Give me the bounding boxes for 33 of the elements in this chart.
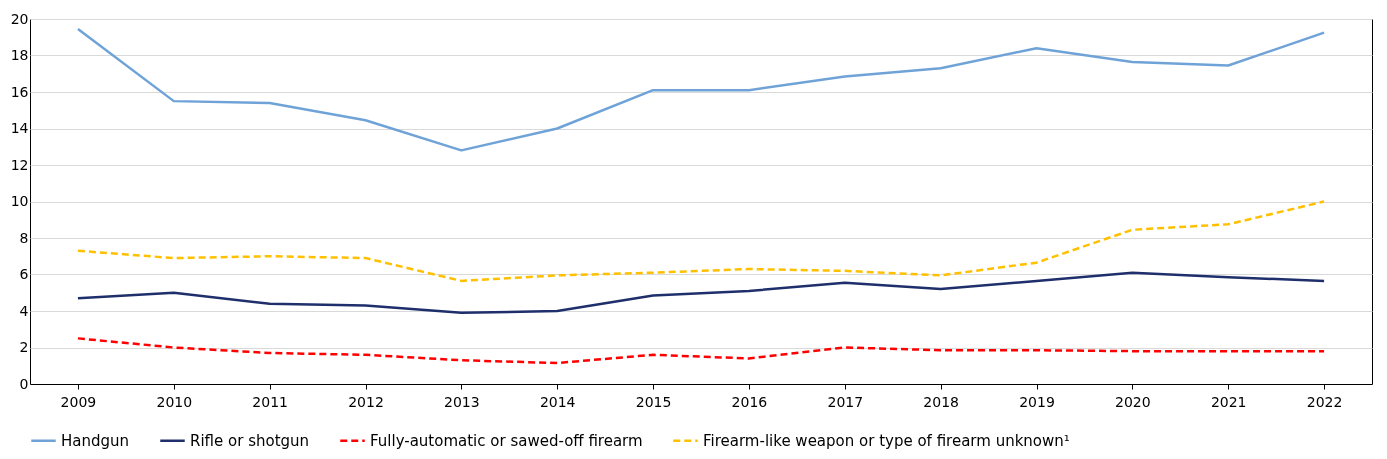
x-tick-label: 2010 — [156, 393, 193, 410]
y-tick-label: 8 — [19, 229, 29, 246]
x-tick-label: 2013 — [444, 393, 480, 410]
legend-label: Rifle or shotgun — [190, 431, 310, 450]
x-tick-label: 2011 — [252, 393, 288, 410]
x-tick-label: 2021 — [1210, 393, 1247, 410]
y-tick-label: 18 — [10, 47, 29, 63]
legend-label: Handgun — [61, 431, 130, 450]
x-tick-label: 2019 — [1019, 393, 1055, 410]
line-series — [76, 27, 1326, 152]
x-tick-label: 2018 — [923, 393, 959, 410]
y-tick-label: 0 — [19, 375, 29, 392]
x-tick-label: 2016 — [731, 393, 768, 410]
legend-label: Firearm-like weapon or type of firearm unknown¹ — [703, 431, 1070, 450]
y-tick-label: 4 — [19, 302, 29, 319]
legend-label: Fully-automatic or sawed-off firearm — [370, 431, 643, 450]
y-tick-label: 20 — [10, 10, 29, 27]
y-tick-label: 14 — [10, 120, 29, 136]
x-tick-label: 2020 — [1115, 393, 1151, 410]
x-tick-label: 2017 — [827, 393, 864, 410]
line-series — [76, 337, 1326, 365]
x-tick-label: 2012 — [348, 393, 384, 410]
y-tick-label: 16 — [10, 83, 29, 100]
y-tick-label: 6 — [19, 266, 29, 282]
y-tick-label: 12 — [10, 156, 29, 173]
x-tick-label: 2022 — [1306, 393, 1343, 410]
x-tick-label: 2009 — [60, 393, 97, 410]
y-tick-label: 2 — [19, 339, 29, 355]
line-series — [76, 271, 1326, 315]
x-tick-label: 2015 — [635, 393, 672, 410]
y-tick-label: 10 — [10, 193, 29, 209]
line-series — [76, 200, 1326, 283]
x-tick-label: 2014 — [539, 393, 576, 410]
